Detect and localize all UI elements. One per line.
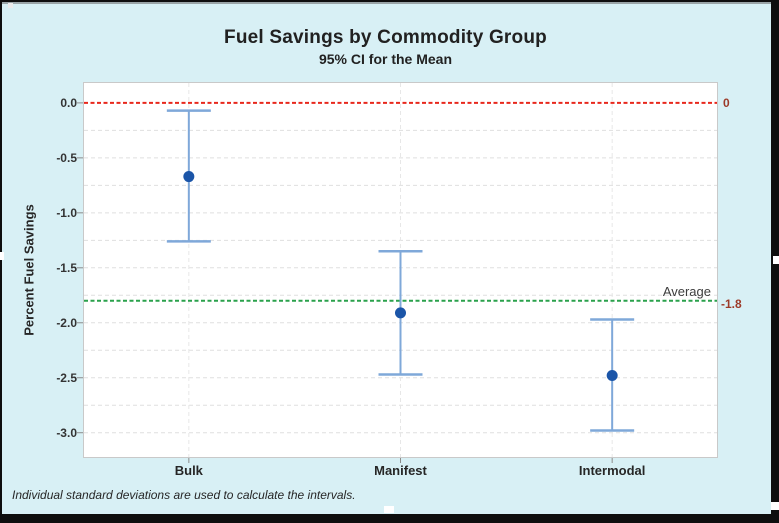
mean-point [395, 307, 406, 319]
plot-border [83, 82, 718, 458]
mean-point [606, 370, 618, 382]
selection-handle-bottom-right[interactable] [771, 502, 779, 510]
mean-point [183, 171, 195, 183]
selection-handle-left-middle[interactable] [0, 252, 4, 260]
selection-handle-top-left[interactable] [8, 3, 13, 8]
selection-handle-bottom-center[interactable] [384, 506, 394, 513]
selection-handle-right-middle[interactable] [773, 256, 779, 264]
